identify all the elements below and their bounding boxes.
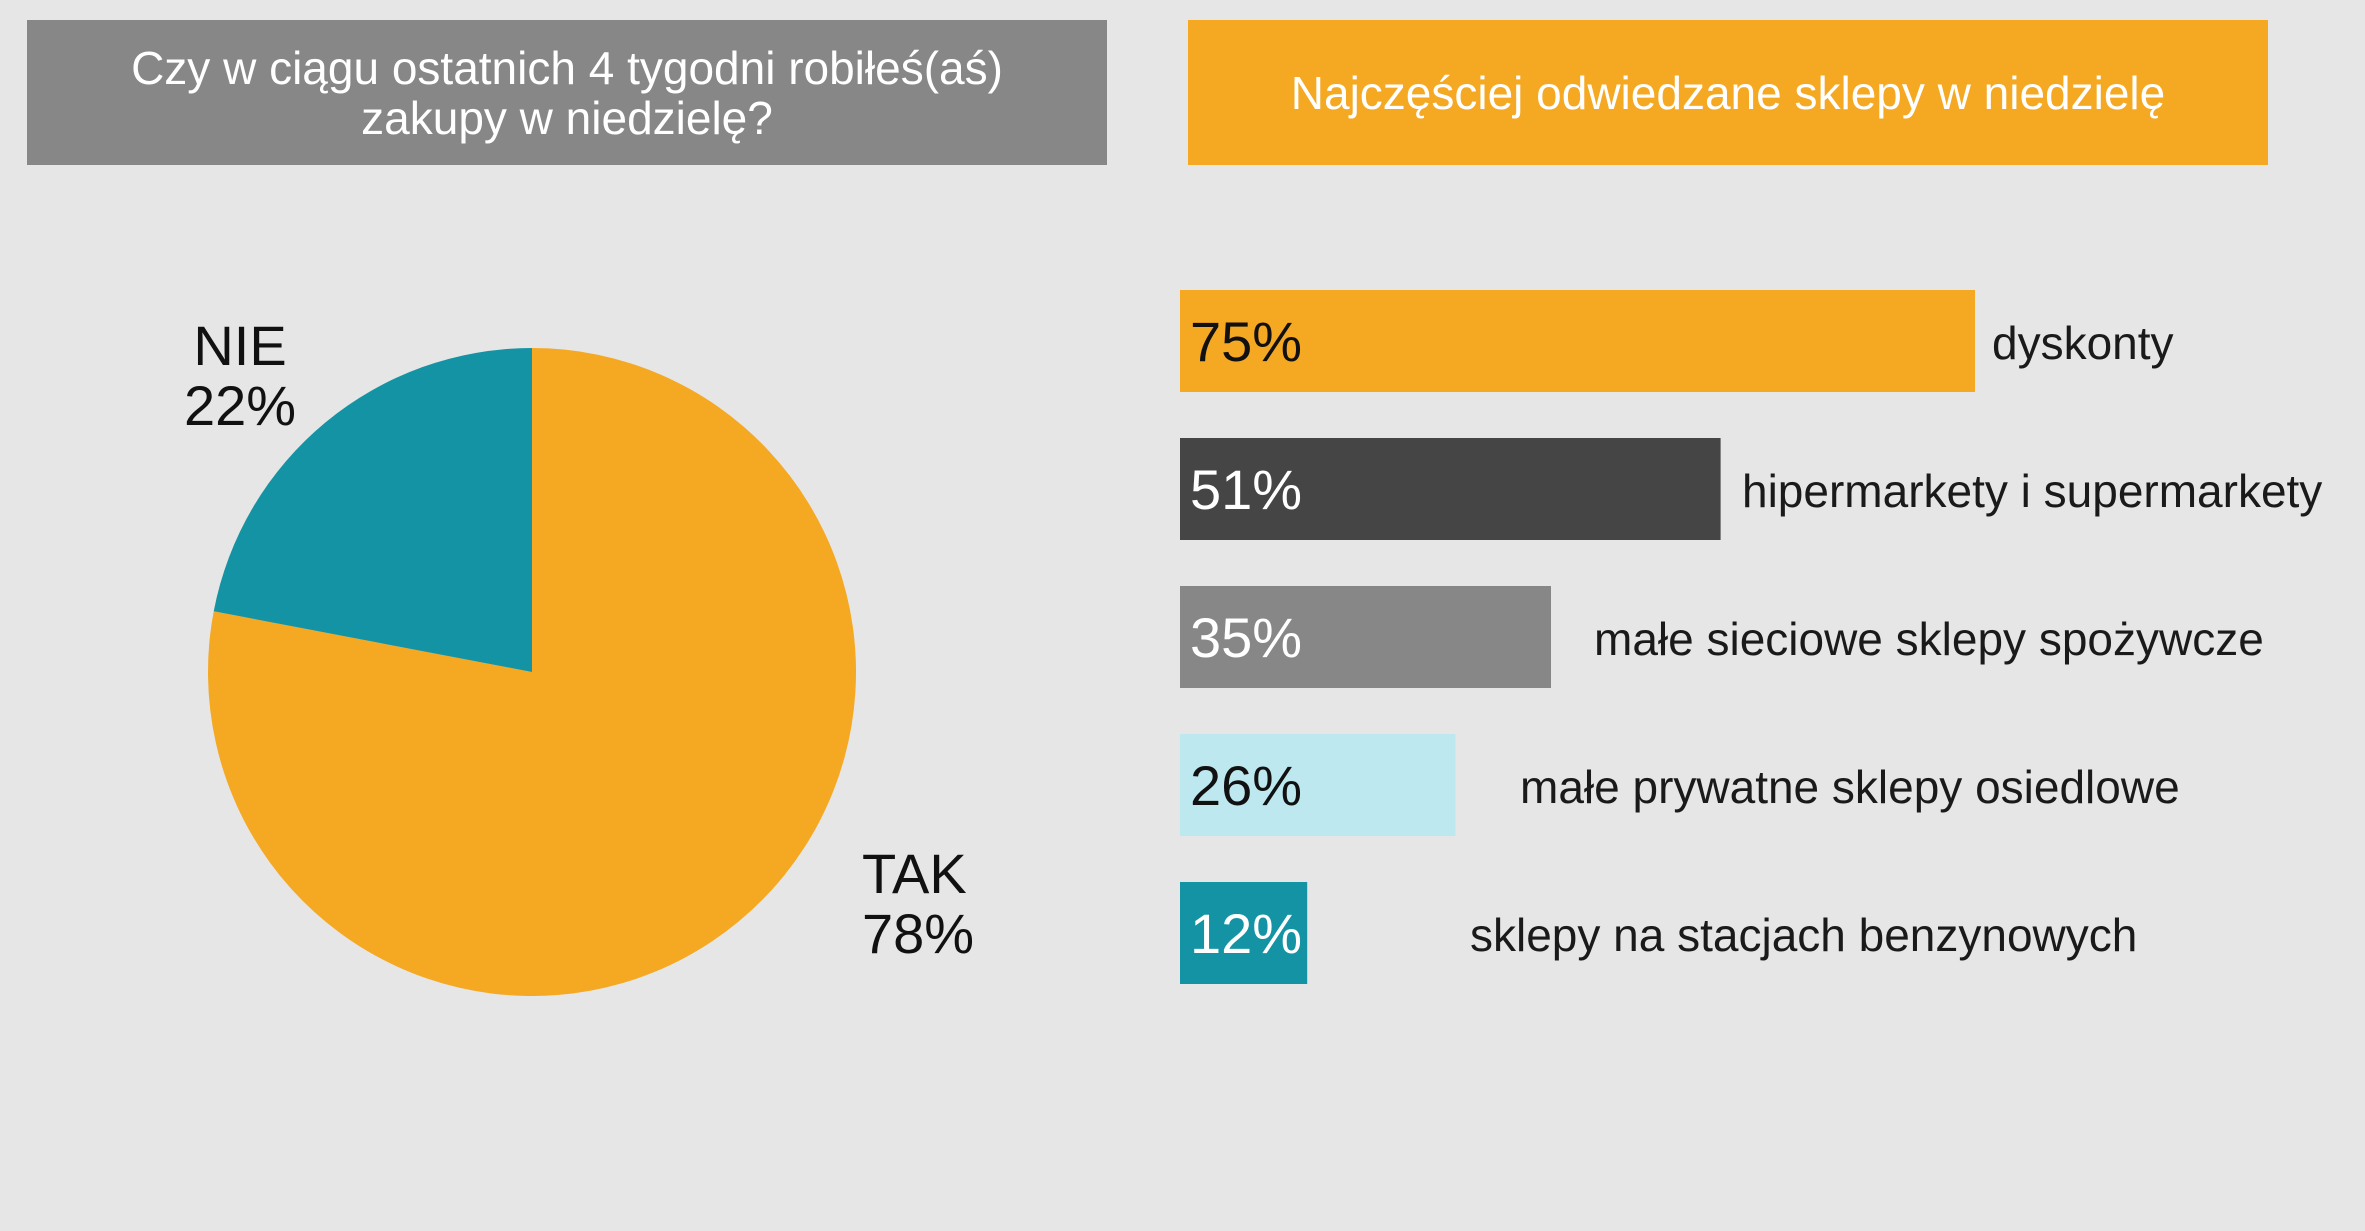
bar-value-label-3: 35% [1190, 606, 1302, 669]
bar-5 [1180, 882, 1308, 984]
bar-category-label-4: małe prywatne sklepy osiedlowe [1520, 761, 2180, 813]
bar-2 [1180, 438, 1721, 540]
pie-slice-nie [213, 348, 532, 672]
bar-value-label-5: 12% [1190, 902, 1302, 965]
pie-value-tak: 78% [862, 902, 974, 965]
pie-chart-title-line1: Czy w ciągu ostatnich 4 tygodni robiłeś(… [131, 41, 1003, 94]
bar-chart-header: Najczęściej odwiedzane sklepy w niedziel… [1188, 20, 2268, 165]
pie-value-nie: 22% [184, 374, 296, 437]
bar-category-label-2: hipermarkety i supermarkety [1742, 465, 2322, 517]
bar-value-label-2: 51% [1190, 458, 1302, 521]
bar-4 [1180, 734, 1456, 836]
bar-value-label-1: 75% [1190, 310, 1302, 373]
bar-chart-title: Najczęściej odwiedzane sklepy w niedziel… [1290, 66, 2166, 119]
bar-value-label-4: 26% [1190, 754, 1302, 817]
bar-1 [1180, 290, 1975, 392]
bar-category-label-5: sklepy na stacjach benzynowych [1470, 909, 2137, 961]
bar-category-label-1: dyskonty [1992, 317, 2174, 369]
bar-3 [1180, 586, 1551, 688]
pie-chart-header: Czy w ciągu ostatnich 4 tygodni robiłeś(… [27, 20, 1107, 165]
pie-label-nie: NIE [193, 314, 286, 377]
pie-chart-title-line2: zakupy w niedzielę? [361, 91, 773, 144]
pie-slice-tak [207, 348, 856, 997]
pie-label-tak: TAK [862, 842, 967, 905]
bar-category-label-3: małe sieciowe sklepy spożywcze [1594, 613, 2264, 665]
